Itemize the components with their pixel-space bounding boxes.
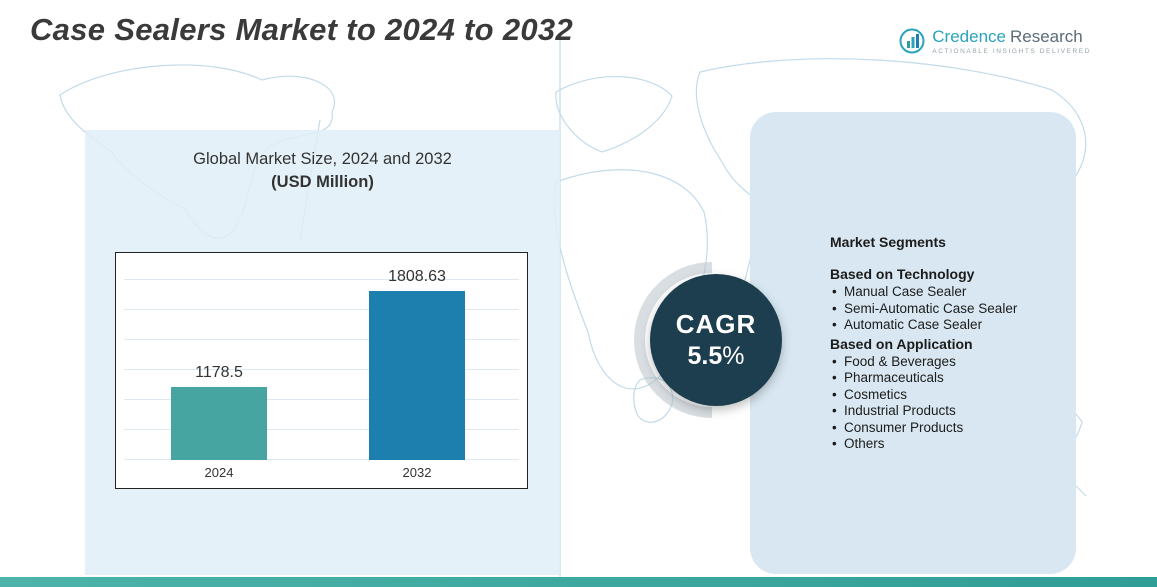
cagr-percent-sign: %	[722, 342, 745, 370]
bar-category-label: 2024	[204, 465, 234, 480]
logo-text: Credence Research Actionable Insights Del…	[932, 28, 1091, 56]
market-segments-panel: Market Segments Based on Technology Manua…	[750, 112, 1076, 574]
segment-item: Food & Beverages	[830, 354, 1058, 371]
chart-heading-line2: (USD Million)	[271, 173, 374, 191]
segment-list: Food & BeveragesPharmaceuticalsCosmetics…	[830, 354, 1058, 453]
cagr-circle: CAGR 5.5%	[650, 274, 782, 406]
logo-tagline: Actionable Insights Delivered	[932, 48, 1091, 55]
segment-item: Consumer Products	[830, 420, 1058, 437]
credence-research-logo: Credence Research Actionable Insights Del…	[899, 28, 1091, 55]
bar-value-label: 1178.5	[195, 364, 243, 381]
segment-groups: Based on Technology Manual Case SealerSem…	[830, 266, 1058, 453]
cagr-value: 5.5%	[688, 342, 745, 371]
segment-item: Cosmetics	[830, 387, 1058, 404]
segment-group-heading: Based on Application	[830, 335, 973, 352]
bar-chart-logo-icon	[899, 28, 925, 54]
segment-item: Pharmaceuticals	[830, 370, 1058, 387]
segment-list: Manual Case SealerSemi-Automatic Case Se…	[830, 284, 1058, 334]
bar-chart: 1178.5 2024 1808.63 2032	[115, 252, 528, 489]
segment-item: Manual Case Sealer	[830, 284, 1058, 301]
segment-item: Others	[830, 436, 1058, 453]
bottom-accent-strip	[0, 577, 1157, 587]
chart-heading: Global Market Size, 2024 and 2032 (USD M…	[85, 150, 560, 192]
bar-plot: 1178.5 2024 1808.63 2032	[124, 265, 519, 480]
segment-group-heading: Based on Technology	[830, 266, 975, 282]
bar-2024: 1178.5 2024	[171, 364, 267, 480]
segments-title: Market Segments	[830, 234, 946, 250]
chart-heading-line1: Global Market Size, 2024 and 2032	[193, 150, 452, 168]
logo-brand-line: Credence Research	[932, 28, 1091, 46]
bar-value-label: 1808.63	[388, 268, 446, 285]
cagr-badge: CAGR 5.5%	[601, 229, 823, 451]
logo-name-secondary: Research	[1009, 27, 1083, 46]
segment-item: Industrial Products	[830, 403, 1058, 420]
page-title: Case Sealers Market to 2024 to 2032	[30, 12, 573, 47]
cagr-number: 5.5	[687, 342, 723, 370]
cagr-label: CAGR	[675, 309, 757, 339]
bar-2032: 1808.63 2032	[369, 268, 465, 480]
bar-category-label: 2032	[402, 465, 432, 480]
segment-item: Semi-Automatic Case Sealer	[830, 301, 1058, 318]
logo-name-primary: Credence	[932, 27, 1006, 46]
segment-item: Automatic Case Sealer	[830, 317, 1058, 334]
segments-content: Market Segments Based on Technology Manua…	[830, 234, 1058, 455]
market-size-panel: Global Market Size, 2024 and 2032 (USD M…	[85, 130, 560, 575]
